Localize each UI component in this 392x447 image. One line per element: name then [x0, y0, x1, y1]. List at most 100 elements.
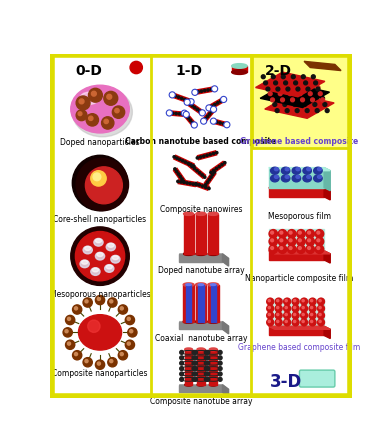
Ellipse shape [208, 283, 219, 287]
Circle shape [287, 237, 296, 246]
Circle shape [212, 86, 218, 92]
Polygon shape [269, 251, 330, 254]
Circle shape [97, 362, 100, 365]
Ellipse shape [314, 175, 322, 182]
Text: Composite nanowires: Composite nanowires [160, 205, 242, 214]
Circle shape [269, 245, 278, 253]
Ellipse shape [274, 175, 278, 178]
Circle shape [184, 99, 190, 105]
Circle shape [188, 163, 191, 165]
Circle shape [304, 81, 308, 85]
Ellipse shape [106, 265, 113, 269]
Circle shape [176, 157, 178, 160]
Circle shape [281, 75, 285, 79]
Circle shape [207, 115, 209, 118]
Circle shape [290, 98, 294, 102]
Circle shape [192, 372, 196, 376]
Circle shape [278, 237, 287, 246]
Circle shape [95, 360, 105, 369]
Ellipse shape [198, 284, 203, 286]
Ellipse shape [318, 175, 321, 178]
Circle shape [297, 245, 305, 253]
Circle shape [102, 117, 114, 129]
Circle shape [302, 313, 304, 316]
Circle shape [268, 92, 272, 96]
Circle shape [281, 97, 285, 100]
Circle shape [174, 95, 176, 97]
Bar [252, 55, 350, 148]
Circle shape [316, 87, 320, 91]
Circle shape [208, 107, 210, 109]
Circle shape [261, 75, 265, 79]
Circle shape [292, 319, 299, 326]
Circle shape [180, 377, 183, 381]
Circle shape [181, 110, 187, 116]
Ellipse shape [211, 284, 216, 286]
Circle shape [175, 112, 177, 115]
Bar [183, 285, 194, 321]
Ellipse shape [105, 265, 114, 272]
Text: Mesoporous film: Mesoporous film [268, 212, 331, 221]
Circle shape [306, 230, 314, 238]
Circle shape [310, 98, 314, 102]
Circle shape [107, 94, 112, 99]
Circle shape [321, 98, 325, 102]
Circle shape [128, 328, 137, 337]
Circle shape [199, 110, 201, 112]
Ellipse shape [208, 252, 218, 255]
Circle shape [76, 110, 87, 121]
Circle shape [318, 312, 325, 319]
Text: Core-shell nanoparticles: Core-shell nanoparticles [53, 215, 147, 224]
Circle shape [222, 122, 225, 125]
Circle shape [195, 182, 197, 185]
Circle shape [285, 109, 289, 113]
Circle shape [194, 372, 198, 376]
Ellipse shape [183, 283, 194, 287]
FancyBboxPatch shape [299, 370, 335, 387]
Circle shape [292, 305, 299, 312]
Circle shape [286, 85, 290, 89]
Polygon shape [222, 254, 229, 266]
Circle shape [318, 305, 325, 312]
Circle shape [266, 85, 270, 89]
Circle shape [187, 162, 189, 164]
Circle shape [73, 350, 82, 360]
Polygon shape [222, 321, 229, 334]
Circle shape [201, 112, 203, 114]
Circle shape [206, 105, 212, 111]
Circle shape [183, 111, 189, 118]
Ellipse shape [281, 175, 290, 182]
Circle shape [194, 350, 198, 354]
Circle shape [201, 118, 207, 124]
Circle shape [189, 103, 191, 105]
Polygon shape [324, 251, 330, 263]
Bar [179, 321, 222, 329]
Circle shape [219, 122, 221, 124]
Circle shape [278, 245, 287, 253]
Circle shape [183, 181, 185, 183]
Bar [198, 285, 203, 321]
Polygon shape [269, 188, 330, 191]
Bar [179, 254, 222, 261]
Circle shape [288, 92, 292, 96]
Circle shape [292, 312, 299, 319]
Circle shape [308, 239, 310, 242]
Circle shape [190, 101, 192, 103]
Ellipse shape [106, 243, 115, 251]
Text: 3-D: 3-D [269, 373, 302, 391]
Circle shape [108, 358, 117, 367]
Ellipse shape [82, 261, 88, 264]
Circle shape [284, 298, 290, 305]
Text: Mesoporous nanoparticles: Mesoporous nanoparticles [50, 290, 151, 299]
Circle shape [212, 120, 215, 122]
Circle shape [302, 307, 304, 309]
Ellipse shape [274, 168, 278, 171]
Circle shape [294, 307, 296, 309]
Circle shape [206, 377, 210, 381]
Circle shape [194, 377, 198, 381]
Ellipse shape [270, 167, 279, 174]
Polygon shape [269, 326, 330, 329]
Circle shape [180, 372, 183, 376]
Circle shape [310, 299, 313, 302]
Circle shape [315, 237, 324, 246]
